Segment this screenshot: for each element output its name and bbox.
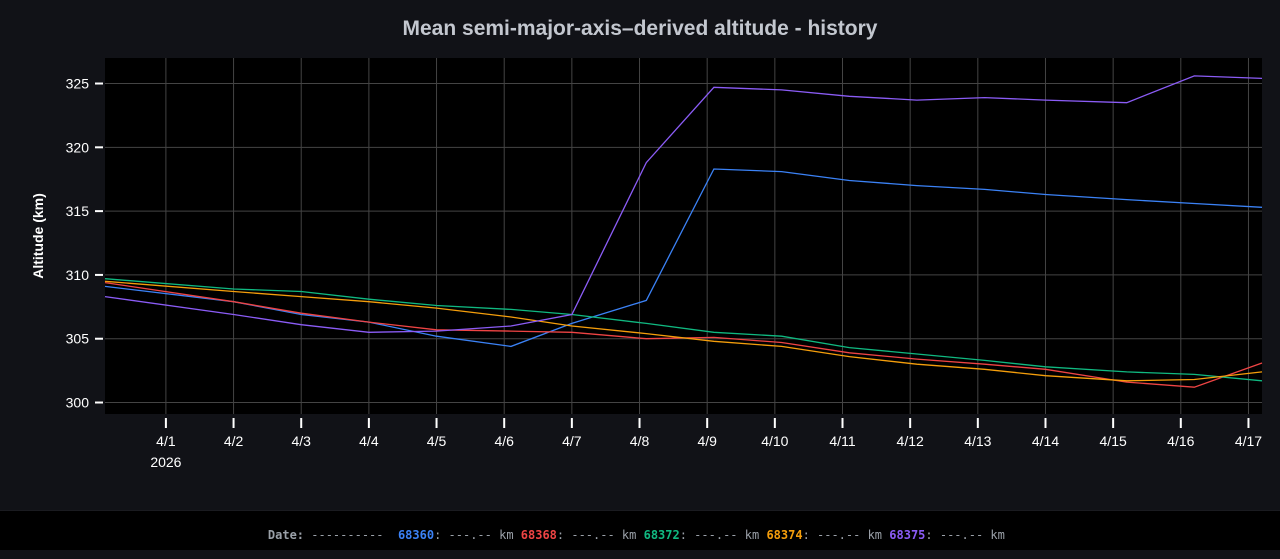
- x-tick-label: 4/12: [897, 433, 924, 449]
- legend-bar: Date: ---------- 68360: ---.-- km 68368:…: [0, 510, 1280, 550]
- x-tick-label: 4/14: [1032, 433, 1059, 449]
- x-tick-label: 4/13: [964, 433, 991, 449]
- x-tick-label: 4/1: [156, 433, 176, 449]
- x-tick-label: 4/4: [359, 433, 379, 449]
- x-tick-label: 4/17: [1235, 433, 1262, 449]
- x-tick-sublabel: 2026: [150, 454, 181, 470]
- x-tick-label: 4/6: [494, 433, 514, 449]
- legend-series-value: : ---.-- km: [925, 528, 1013, 542]
- x-tick-label: 4/16: [1167, 433, 1194, 449]
- x-tick-label: 4/3: [291, 433, 311, 449]
- chart-title: Mean semi-major-axis–derived altitude - …: [402, 17, 878, 40]
- y-tick-label: 310: [66, 267, 90, 283]
- y-tick-label: 300: [66, 395, 90, 411]
- y-axis-label: Altitude (km): [30, 193, 46, 279]
- x-tick-label: 4/11: [829, 433, 855, 449]
- x-tick-label: 4/10: [761, 433, 788, 449]
- legend-series-name: 68360: [397, 528, 435, 542]
- legend-series-value: : ---.-- km: [556, 528, 644, 542]
- legend-series-value: : ---.-- km: [434, 528, 521, 542]
- y-tick-label: 315: [66, 203, 90, 219]
- x-tick-label: 4/5: [427, 433, 447, 449]
- y-tick-label: 325: [66, 76, 90, 92]
- legend-series-value: : ---.-- km: [802, 528, 890, 542]
- x-tick-label: 4/9: [697, 433, 717, 449]
- y-tick-label: 305: [66, 331, 90, 347]
- legend-series-name: 68374: [766, 528, 803, 542]
- series-line-68374: [104, 280, 1263, 382]
- legend-series-name: 68372: [643, 528, 680, 542]
- x-tick-label: 4/2: [224, 433, 244, 449]
- legend-series-value: : ---.-- km: [679, 528, 767, 542]
- x-tick-label: 4/15: [1100, 433, 1127, 449]
- plot-area: [105, 58, 1262, 414]
- plot-svg[interactable]: 300 305 310 315 320 325 4/1 2026 4/2 4/3 4/4 4/5 4/6…: [0, 0, 1280, 510]
- series-line-68375: [104, 75, 1263, 333]
- series-line-68368: [104, 281, 1263, 388]
- legend-date-value: ----------: [304, 528, 398, 542]
- legend-series-name: 68375: [889, 528, 926, 542]
- y-tick-label: 320: [66, 139, 90, 155]
- legend-date-label: Date:: [267, 528, 305, 542]
- x-tick-label: 4/7: [562, 433, 582, 449]
- x-tick-label: 4/8: [630, 433, 650, 449]
- series-line-68372: [104, 278, 1263, 382]
- legend-series-name: 68368: [520, 528, 557, 542]
